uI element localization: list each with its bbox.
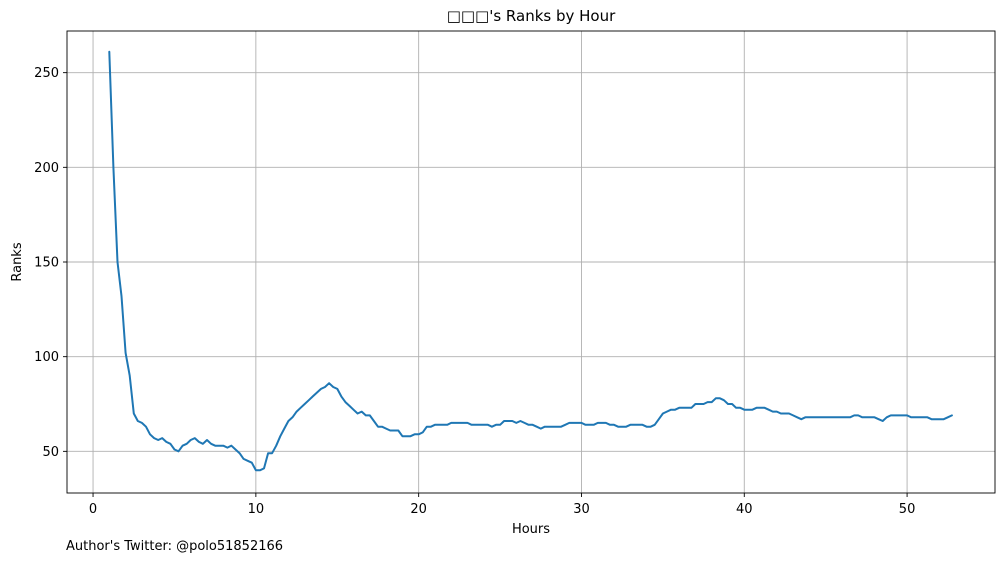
- x-tick-label: 0: [89, 502, 97, 517]
- x-axis-label: Hours: [512, 522, 550, 537]
- y-axis-label: Ranks: [10, 242, 25, 281]
- x-tick-label: 40: [736, 502, 753, 517]
- x-tick-label: 20: [410, 502, 427, 517]
- x-tick-label: 30: [573, 502, 590, 517]
- rank-series-line: [108, 50, 953, 472]
- series-layer: [108, 50, 953, 472]
- y-tick-label: 150: [34, 256, 59, 271]
- x-tick-label: 50: [899, 502, 916, 517]
- y-tick-label: 100: [34, 350, 59, 365]
- axis-ticks: 0 10 20 30 40 50 50 100 150 200 250: [34, 66, 915, 517]
- author-credit: Author's Twitter: @polo51852166: [66, 539, 283, 554]
- y-tick-label: 200: [34, 161, 59, 176]
- y-tick-label: 250: [34, 66, 59, 81]
- y-tick-label: 50: [42, 445, 59, 460]
- grid-lines: [67, 31, 995, 493]
- chart-title: □□□'s Ranks by Hour: [447, 7, 616, 25]
- x-tick-label: 10: [248, 502, 265, 517]
